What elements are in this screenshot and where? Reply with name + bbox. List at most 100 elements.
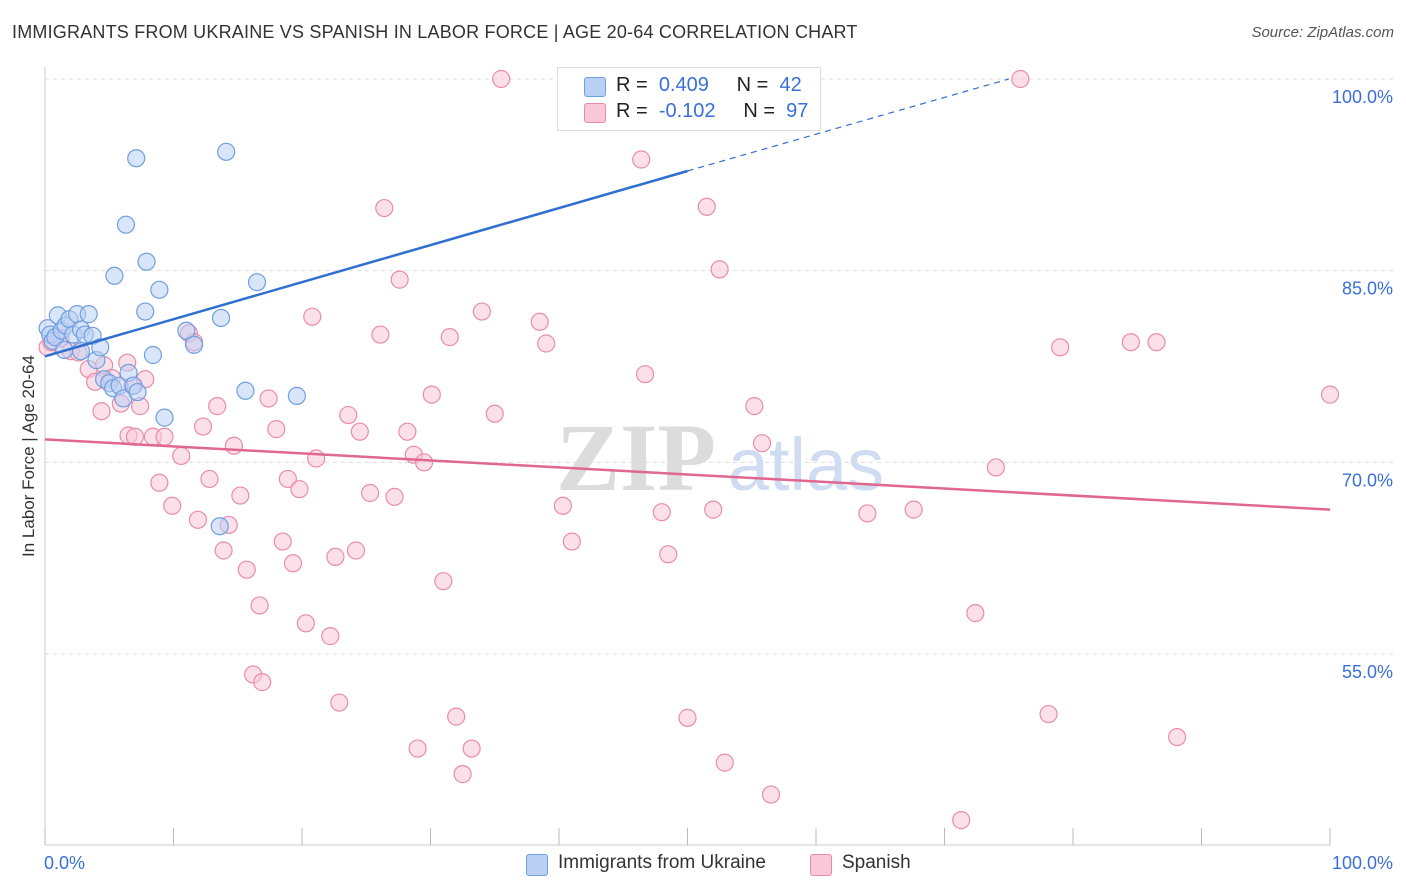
spanish-point xyxy=(710,260,729,279)
n-value: 42 xyxy=(779,74,802,96)
spanish-point xyxy=(952,811,971,830)
spanish-point xyxy=(659,545,678,564)
trend-lines xyxy=(44,78,1331,511)
x-tick-label: 0.0% xyxy=(44,853,85,873)
spanish-point xyxy=(290,480,309,499)
spanish-point xyxy=(273,532,292,551)
spanish-point xyxy=(472,302,491,321)
ukraine-point xyxy=(184,335,204,354)
n-value: 97 xyxy=(786,100,809,122)
spanish-point xyxy=(652,503,671,522)
spanish-point xyxy=(231,486,250,505)
spanish-point xyxy=(303,307,322,326)
n-label: N = xyxy=(736,74,769,96)
legend-label-ukraine: Immigrants from Ukraine xyxy=(558,852,766,873)
spanish-point xyxy=(1011,69,1030,89)
spanish-point xyxy=(390,270,409,289)
spanish-point xyxy=(398,422,417,441)
spanish-point xyxy=(361,483,380,503)
spanish-point xyxy=(371,325,390,344)
spanish-point xyxy=(440,328,459,347)
ukraine-point xyxy=(137,252,156,271)
spanish-point xyxy=(904,500,923,519)
spanish-point xyxy=(752,434,772,453)
y-tick-label: 100.0% xyxy=(1332,87,1393,107)
spanish-point xyxy=(214,541,233,560)
spanish-point xyxy=(339,405,358,425)
spanish-point xyxy=(172,446,191,466)
spanish-point xyxy=(1039,704,1058,724)
spanish-point xyxy=(986,458,1006,477)
spanish-point xyxy=(200,469,219,489)
ukraine-point xyxy=(91,338,110,357)
spanish-point xyxy=(296,614,315,633)
spanish-point xyxy=(632,150,651,169)
spanish-point xyxy=(562,532,581,551)
spanish-point xyxy=(530,312,549,331)
spanish-point xyxy=(492,69,511,89)
spanish-point xyxy=(537,334,556,353)
x-tick-label: 100.0% xyxy=(1332,853,1393,873)
spanish-point xyxy=(278,469,297,489)
spanish-point xyxy=(283,554,303,573)
ukraine-point xyxy=(150,280,169,299)
spanish-point xyxy=(761,785,781,804)
spanish-point xyxy=(704,500,723,519)
correlation-legend: R = 0.409 N = 42 R = -0.102 N = 97 xyxy=(557,67,821,131)
spanish-point xyxy=(422,385,441,404)
spanish-point xyxy=(346,541,366,560)
spanish-point xyxy=(1147,333,1166,352)
spanish-point xyxy=(350,422,369,441)
watermark-atlas: atlas xyxy=(728,423,884,506)
spanish-point xyxy=(462,739,481,758)
spanish-point xyxy=(321,627,340,646)
spanish-point xyxy=(1167,727,1187,747)
spanish-point xyxy=(385,487,404,506)
ukraine-point xyxy=(143,345,163,365)
spanish-point xyxy=(408,739,427,758)
spanish-point xyxy=(92,402,111,421)
spanish-point xyxy=(224,436,243,455)
ukraine-trend-line xyxy=(44,169,688,358)
ukraine-point xyxy=(247,273,267,292)
y-tick-label: 55.0% xyxy=(1342,662,1393,682)
ukraine-point xyxy=(155,408,174,427)
source-label: Source: ZipAtlas.com xyxy=(1251,24,1394,41)
ukraine-point xyxy=(105,266,124,285)
spanish-point xyxy=(453,765,472,784)
spanish-point xyxy=(163,496,182,515)
chart-title: IMMIGRANTS FROM UKRAINE VS SPANISH IN LA… xyxy=(12,22,858,42)
ukraine-point xyxy=(211,308,231,328)
spanish-point xyxy=(635,365,655,384)
y-axis-label: In Labor Force | Age 20-64 xyxy=(19,355,38,557)
spanish-point xyxy=(858,504,877,523)
spanish-trend-line xyxy=(44,438,1331,511)
spanish-point xyxy=(250,596,269,615)
watermark-zip: ZIP xyxy=(556,404,716,511)
spanish-point xyxy=(966,604,985,623)
y-tick-label: 70.0% xyxy=(1342,470,1393,490)
spanish-point xyxy=(259,389,278,408)
ukraine-point xyxy=(177,321,196,340)
spanish-point xyxy=(193,417,213,436)
spanish-point xyxy=(375,198,394,218)
r-value: -0.102 xyxy=(658,100,716,122)
series-legend: Immigrants from Ukraine Spanish xyxy=(0,852,1406,878)
spanish-point xyxy=(1051,338,1070,357)
spanish-point xyxy=(447,707,466,726)
spanish-point xyxy=(155,427,174,446)
r-label: R = xyxy=(616,74,648,96)
ukraine-swatch xyxy=(584,77,606,97)
ukraine-trend-extension xyxy=(687,78,1009,172)
ukraine-point xyxy=(287,386,306,405)
spanish-point xyxy=(553,496,572,515)
r-value: 0.409 xyxy=(658,74,709,96)
ukraine-points xyxy=(38,142,306,536)
ukraine-point xyxy=(210,517,229,536)
ukraine-point xyxy=(217,142,236,161)
spanish-point xyxy=(208,397,227,416)
spanish-point xyxy=(237,560,256,579)
spanish-point xyxy=(1121,333,1140,352)
spanish-point xyxy=(678,708,697,727)
